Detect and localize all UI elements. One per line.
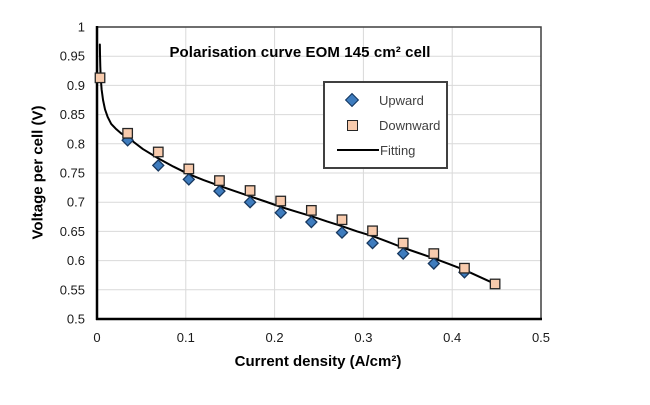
legend-item-upward: Upward — [325, 90, 446, 110]
x-axis-title: Current density (A/cm²) — [234, 353, 402, 370]
y-tick-label: 0.8 — [67, 136, 85, 151]
y-tick-label: 0.6 — [67, 253, 85, 268]
downward-data-point — [336, 214, 348, 226]
legend-item-fitting: Fitting — [325, 140, 446, 160]
upward-data-point — [427, 257, 441, 270]
y-axis-title: Voltage per cell (V) — [29, 105, 47, 240]
y-tick-label: 0.9 — [67, 78, 85, 93]
upward-data-point — [182, 173, 196, 186]
x-tick-label: 0.3 — [354, 330, 372, 345]
downward-data-point — [183, 163, 195, 175]
x-tick-label: 0 — [93, 330, 100, 345]
y-tick-label: 0.95 — [60, 49, 85, 64]
x-tick-label: 0.1 — [177, 330, 195, 345]
downward-data-point — [367, 225, 378, 237]
legend-marker-cell — [325, 92, 379, 108]
upward-data-point — [396, 247, 410, 261]
y-tick-label: 0.5 — [67, 312, 85, 327]
downward-data-point — [489, 278, 501, 290]
downward-data-point — [305, 204, 317, 216]
y-tick-label: 1 — [78, 20, 85, 35]
downward-data-point — [459, 262, 470, 274]
legend-label-downward: Downward — [379, 117, 441, 133]
downward-data-point — [94, 72, 106, 84]
downward-data-point — [275, 195, 287, 207]
y-tick-label: 0.65 — [60, 224, 85, 239]
x-tick-label: 0.5 — [532, 330, 550, 345]
chart-title: Polarisation curve EOM 145 cm² cell — [169, 44, 431, 61]
upward-data-point — [304, 215, 318, 229]
downward-data-point — [214, 175, 225, 186]
fitting-line-icon — [337, 149, 379, 151]
downward-data-point — [428, 248, 440, 259]
upward-data-point — [366, 236, 379, 250]
upward-data-point — [274, 206, 288, 220]
legend-item-downward: Downward — [325, 115, 446, 135]
downward-square-icon — [346, 119, 358, 131]
legend: Upward Downward Fitting — [323, 81, 448, 169]
upward-data-point — [213, 184, 226, 198]
upward-data-point — [151, 158, 165, 172]
downward-data-point — [397, 237, 409, 249]
downward-data-point — [244, 185, 256, 196]
downward-data-point — [122, 127, 134, 139]
y-tick-label: 0.75 — [60, 166, 85, 181]
y-tick-label: 0.55 — [60, 282, 85, 297]
upward-data-point — [243, 195, 257, 209]
y-tick-label: 0.7 — [67, 195, 85, 210]
downward-data-point — [152, 146, 164, 158]
y-tick-label: 0.85 — [60, 107, 85, 122]
legend-label-fitting: Fitting — [380, 142, 416, 158]
legend-label-upward: Upward — [379, 92, 424, 108]
x-tick-label: 0.2 — [266, 330, 284, 345]
fitting-curve — [98, 43, 497, 285]
upward-data-point — [335, 226, 349, 239]
upward-diamond-icon — [344, 92, 360, 108]
legend-marker-cell — [325, 119, 379, 131]
x-tick-label: 0.4 — [443, 330, 461, 345]
